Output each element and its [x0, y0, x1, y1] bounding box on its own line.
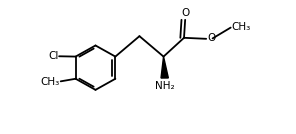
- Text: O: O: [181, 8, 190, 18]
- Text: CH₃: CH₃: [41, 77, 60, 87]
- Polygon shape: [161, 57, 168, 78]
- Text: CH₃: CH₃: [231, 22, 251, 32]
- Text: NH₂: NH₂: [155, 81, 175, 91]
- Text: Cl: Cl: [48, 51, 58, 61]
- Text: O: O: [207, 33, 215, 43]
